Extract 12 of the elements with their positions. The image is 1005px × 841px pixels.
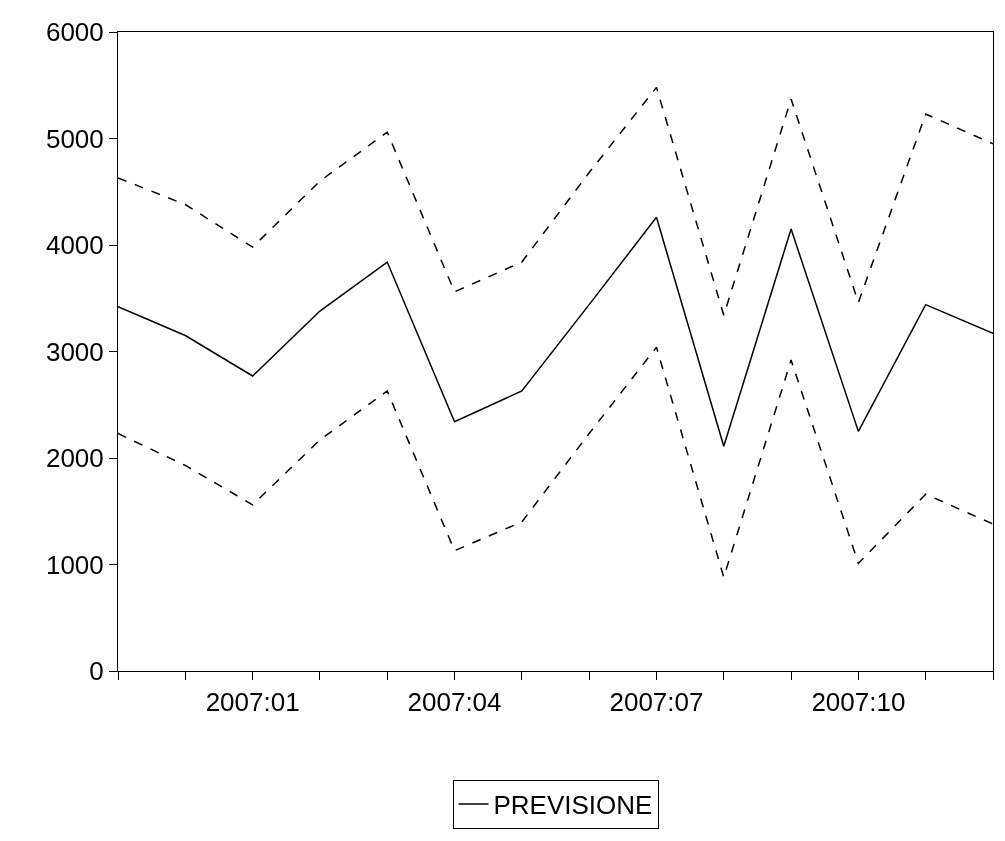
- y-tick-label: 3000: [45, 336, 104, 367]
- y-tick-label: 2000: [45, 443, 104, 474]
- y-tick-label: 6000: [45, 17, 104, 48]
- x-tick-label: 2007:04: [407, 687, 502, 718]
- x-tick-label: 2007:10: [811, 687, 906, 718]
- x-tick-label: 2007:07: [609, 687, 704, 718]
- x-tick-label: 2007:01: [205, 687, 300, 718]
- y-tick-label: 0: [89, 656, 104, 687]
- y-tick-label: 5000: [45, 123, 104, 154]
- y-tick-label: 4000: [45, 230, 104, 261]
- legend-label: PREVISIONE: [493, 790, 653, 821]
- y-tick-label: 1000: [45, 549, 104, 580]
